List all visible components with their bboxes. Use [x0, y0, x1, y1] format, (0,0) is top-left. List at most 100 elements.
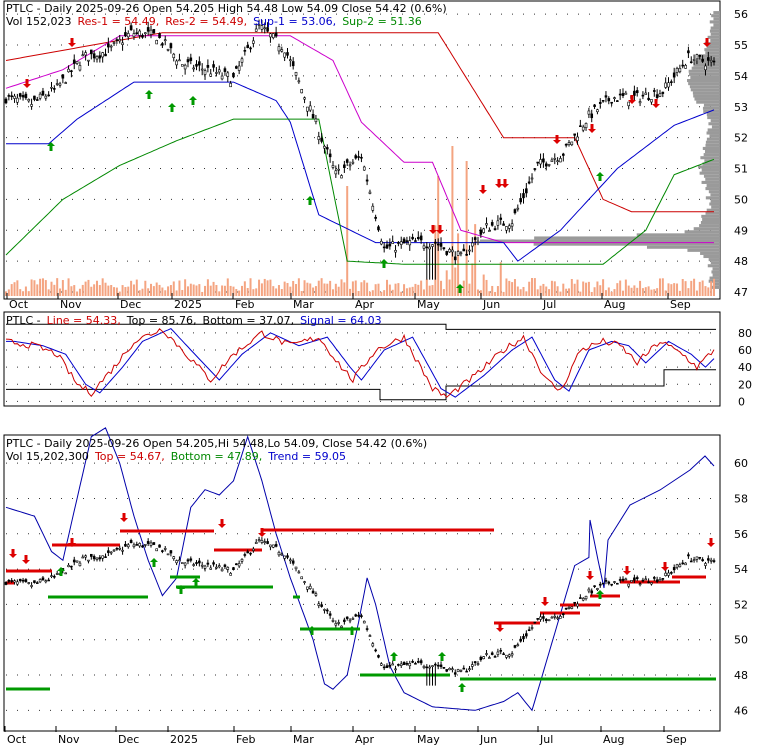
candle-body [129, 25, 133, 31]
volume-bar [24, 286, 27, 296]
candle-body [112, 549, 116, 552]
x-tick-label: Apr [355, 298, 375, 311]
candle-body [348, 619, 352, 622]
buy-arrow [306, 196, 314, 205]
header-part: PTLC - [6, 314, 41, 327]
candle-body [331, 620, 335, 622]
x-tick-label: May [417, 298, 440, 311]
candle-body [613, 97, 616, 99]
x-tick-label: Apr [355, 733, 375, 745]
profile-bar [710, 193, 720, 197]
candle-body [95, 557, 99, 560]
volume-bar [687, 288, 690, 296]
candle-body [513, 645, 517, 648]
top-line [6, 323, 716, 330]
candle-body [698, 557, 702, 559]
volume-bar [235, 289, 238, 296]
volume-bar [360, 282, 363, 296]
candle-body [308, 105, 312, 111]
candle-body [607, 581, 611, 584]
candle-body [411, 236, 414, 240]
volume-bar [499, 262, 502, 296]
profile-bar [705, 140, 720, 144]
candle-body [394, 668, 397, 671]
candle-body [55, 573, 59, 575]
candle-body [61, 74, 65, 79]
candle-body [87, 59, 90, 62]
volume-bar [39, 278, 42, 296]
stochastic-panel: 0 20 40 60 80 PTLC - Line = 54.33, Top = 85.76… [3, 311, 752, 408]
candle-body [678, 67, 682, 73]
y-tick-label: 54 [734, 70, 748, 83]
candle-body [7, 95, 11, 97]
profile-bar [690, 75, 720, 79]
profile-bar [703, 109, 720, 113]
panel1-header-line1: PTLC - Daily 2025-09-26 Open 54.205 High… [6, 2, 447, 15]
candle-body [152, 29, 156, 34]
profile-bar [688, 82, 720, 86]
volume-bar [536, 289, 539, 296]
candle-body [340, 625, 343, 628]
volume-bar [368, 291, 371, 296]
volume-bar [127, 286, 130, 296]
candle-body [462, 248, 466, 252]
profile-bar [707, 35, 720, 39]
candle-body [701, 58, 704, 62]
candle-body [141, 34, 144, 38]
volume-bar [326, 283, 329, 296]
volume-bar [113, 287, 116, 296]
candle-body [33, 95, 36, 100]
candle-body [283, 52, 286, 58]
candle-body [607, 98, 611, 102]
candle-body [635, 577, 639, 580]
profile-bar [710, 119, 720, 123]
candle-body [175, 560, 178, 564]
candle-body [124, 543, 127, 547]
res1-line [5, 32, 714, 213]
candle-body [576, 603, 579, 607]
candle-body [448, 249, 451, 253]
profile-bar [690, 88, 720, 92]
candle-body [92, 53, 96, 59]
volume-bar [275, 288, 278, 296]
candle-body [382, 246, 386, 249]
candle-body [314, 118, 318, 122]
candle-body [385, 244, 389, 249]
volume-bar [516, 286, 519, 296]
volume-bar [587, 281, 590, 296]
profile-bar [684, 230, 720, 234]
candle-body [621, 578, 625, 581]
candle-body [215, 72, 218, 74]
candle-body [64, 82, 68, 84]
profile-bar [706, 112, 720, 117]
profile-bar [687, 79, 720, 83]
candle-body [397, 664, 400, 666]
candle-body [277, 46, 281, 52]
candle-body [527, 629, 531, 631]
volume-bar [50, 281, 53, 296]
sell-arrow [429, 225, 437, 234]
candle-body [109, 551, 113, 554]
volume-bar [303, 280, 306, 296]
candles [4, 19, 716, 280]
candle-body [365, 179, 369, 182]
candle-body [667, 82, 670, 88]
candle-body [658, 93, 662, 97]
signal-line [6, 327, 715, 398]
candle-body [235, 563, 238, 566]
candle-body [38, 93, 42, 99]
profile-bar [708, 258, 720, 262]
sell-arrow [9, 549, 17, 558]
candle-body [280, 49, 284, 52]
profile-bar [709, 20, 720, 24]
candle-body [354, 155, 358, 159]
candle-body [334, 170, 338, 175]
profile-bar [708, 122, 720, 126]
x-tick-label: Dec [120, 298, 141, 311]
volume-bar [152, 286, 155, 296]
candle-body [155, 40, 158, 45]
candle-body [53, 88, 56, 90]
candle-body [556, 160, 559, 162]
candle-body [496, 651, 500, 655]
volume-bar [604, 290, 607, 296]
